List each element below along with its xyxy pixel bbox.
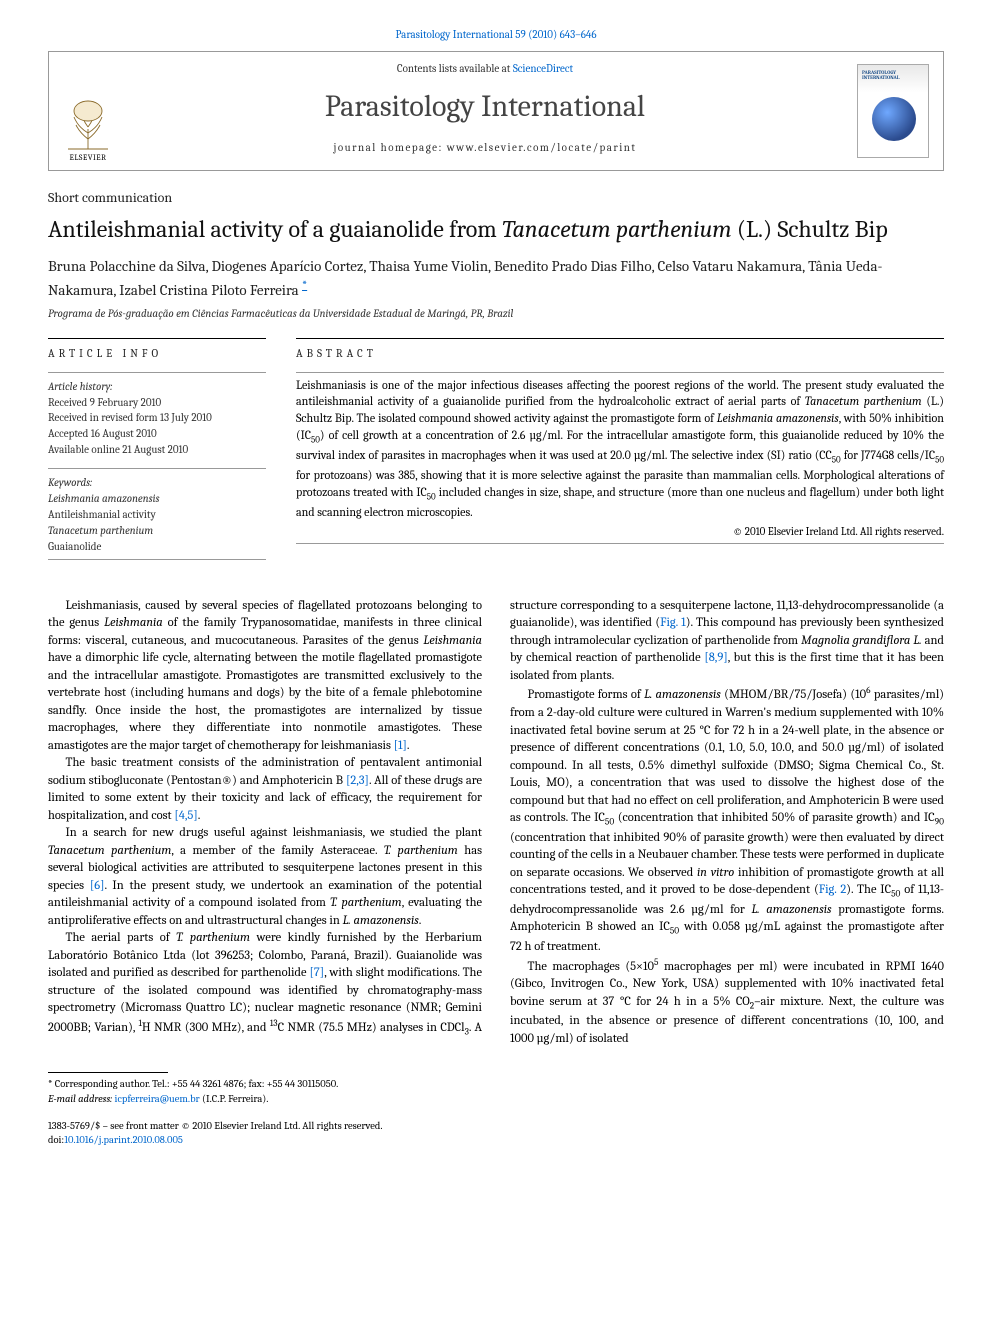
history-revised: Received in revised form 13 July 2010 [48, 410, 266, 426]
para-2: The basic treatment consists of the admi… [48, 755, 482, 825]
para-6: The macrophages (5×105 macrophages per m… [510, 957, 944, 1049]
cover-graphic-icon [872, 97, 916, 141]
keywords-block: Keywords: Leishmania amazonensis Antilei… [48, 468, 266, 555]
corresponding-email-link[interactable]: icpferreira@uem.br [115, 1093, 200, 1105]
abstract-bottom-divider [296, 543, 944, 544]
cover-area: PARASITOLOGY INTERNATIONAL [843, 52, 943, 170]
para-3: In a search for new drugs useful against… [48, 825, 482, 930]
corresponding-note: * Corresponding author. Tel.: +55 44 326… [48, 1077, 944, 1092]
keywords-label: Keywords: [48, 475, 266, 491]
history-label: Article history: [48, 379, 266, 395]
article-info-column: article info Article history: Received 9… [48, 338, 266, 564]
author-list: Bruna Polacchine da Silva, Diogenes Apar… [48, 256, 944, 301]
keyword-1: Leishmania amazonensis [48, 491, 266, 507]
homepage-url: www.elsevier.com/locate/parint [447, 141, 637, 154]
page-footer: * Corresponding author. Tel.: +55 44 326… [48, 1072, 944, 1148]
elsevier-tree-icon [62, 99, 114, 151]
footnote-rule [48, 1072, 168, 1073]
ref-link-8-9[interactable]: [8,9] [704, 651, 727, 665]
journal-homepage: journal homepage: www.elsevier.com/locat… [135, 141, 835, 156]
history-online: Available online 21 August 2010 [48, 442, 266, 458]
history-received: Received 9 February 2010 [48, 395, 266, 411]
ref-link-6[interactable]: [6] [90, 879, 105, 893]
contents-line: Contents lists available at ScienceDirec… [135, 62, 835, 77]
top-citation-link[interactable]: Parasitology International 59 (2010) 643… [48, 28, 944, 43]
keyword-3: Tanacetum parthenium [48, 523, 266, 539]
corresponding-author-link[interactable]: * [302, 278, 307, 292]
elsevier-logo: ELSEVIER [62, 99, 114, 164]
email-label: E-mail address: [48, 1093, 115, 1105]
ref-link-7[interactable]: [7] [310, 966, 325, 980]
journal-masthead: ELSEVIER Contents lists available at Sci… [48, 51, 944, 171]
para-5: Promastigote forms of L. amazonensis (MH… [510, 685, 944, 956]
abstract-heading: abstract [296, 347, 944, 362]
title-part-a: Antileishmanial activity of a guaianolid… [48, 215, 502, 243]
para-1: Leishmaniasis, caused by several species… [48, 598, 482, 756]
history-accepted: Accepted 16 August 2010 [48, 426, 266, 442]
ref-link-1[interactable]: [1] [394, 739, 407, 753]
authors-text: Bruna Polacchine da Silva, Diogenes Apar… [48, 257, 882, 299]
publisher-logo-area: ELSEVIER [49, 52, 127, 170]
fig-link-1[interactable]: Fig. 1 [660, 616, 686, 630]
article-title: Antileishmanial activity of a guaianolid… [48, 214, 944, 244]
keyword-4: Guaianolide [48, 539, 266, 555]
doi-line: doi:10.1016/j.parint.2010.08.005 [48, 1133, 944, 1148]
affiliation: Programa de Pós-graduação em Ciências Fa… [48, 307, 944, 322]
article-info-heading: article info [48, 347, 266, 362]
contents-prefix: Contents lists available at [397, 62, 513, 75]
abstract-text: Leishmaniasis is one of the major infect… [296, 377, 944, 521]
elsevier-wordmark: ELSEVIER [70, 153, 107, 164]
email-tail: (I.C.P. Ferreira). [200, 1093, 269, 1105]
article-history: Article history: Received 9 February 201… [48, 372, 266, 459]
abstract-column: abstract Leishmaniasis is one of the maj… [296, 338, 944, 564]
doi-link[interactable]: 10.1016/j.parint.2010.08.005 [64, 1134, 183, 1146]
keyword-2: Antileishmanial activity [48, 507, 266, 523]
sciencedirect-link[interactable]: ScienceDirect [513, 62, 573, 75]
fig-link-2[interactable]: Fig. 2 [819, 883, 847, 897]
ref-link-2-3[interactable]: [2,3] [346, 774, 369, 788]
email-line: E-mail address: icpferreira@uem.br (I.C.… [48, 1092, 944, 1107]
homepage-prefix: journal homepage: [334, 141, 447, 154]
cover-title-2: INTERNATIONAL [862, 75, 900, 81]
journal-title: Parasitology International [135, 87, 835, 128]
article-body: Leishmaniasis, caused by several species… [48, 598, 944, 1048]
info-bottom-divider [48, 559, 266, 560]
title-species: Tanacetum parthenium [502, 215, 732, 243]
journal-cover-thumb: PARASITOLOGY INTERNATIONAL [857, 64, 929, 158]
ref-link-4-5[interactable]: [4,5] [174, 809, 197, 823]
abstract-top-divider [296, 372, 944, 373]
abstract-copyright: © 2010 Elsevier Ireland Ltd. All rights … [296, 525, 944, 540]
front-matter-line: 1383-5769/$ – see front matter © 2010 El… [48, 1119, 944, 1134]
title-part-b: (L.) Schultz Bip [732, 215, 888, 243]
article-type: Short communication [48, 189, 944, 208]
